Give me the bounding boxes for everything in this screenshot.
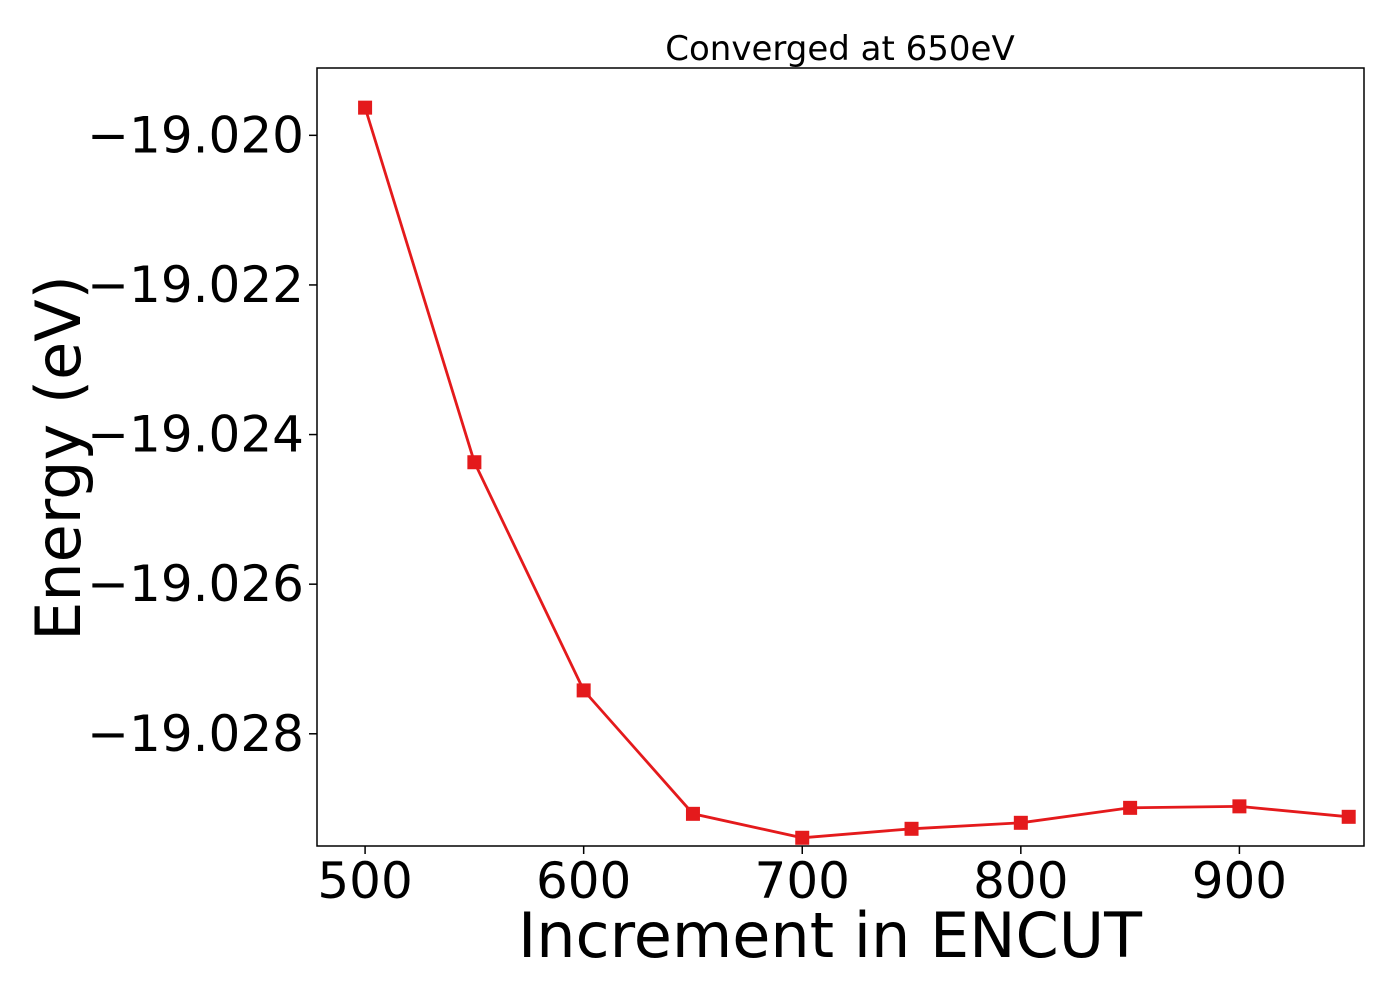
y-tick-label: −19.022 [87,256,304,314]
data-point-marker [685,806,700,821]
data-point-marker [1123,800,1138,815]
y-tick-label: −19.028 [87,705,304,763]
x-tick-label: 800 [973,852,1068,910]
x-tick-label: 700 [755,852,850,910]
data-point-marker [1232,799,1247,814]
series-line [363,107,1349,840]
data-point-marker [467,455,482,470]
data-point-marker [795,830,810,845]
data-point-marker [1341,809,1356,824]
data-point-marker [576,683,591,698]
y-axis-label: Energy (eV) [22,275,95,641]
x-tick-label: 900 [1192,852,1287,910]
x-tick-label: 500 [317,852,412,910]
data-point-marker [358,100,373,115]
y-tick-label: −19.026 [87,555,304,613]
series-layer [358,100,1356,845]
x-axis-label: Increment in ENCUT [518,899,1143,972]
y-tick-label: −19.024 [87,406,304,464]
data-point-marker [904,821,919,836]
chart-title: Converged at 650eV [665,29,1014,69]
x-axis: 500 600 700 800 900 [317,846,1287,910]
data-point-marker [1013,815,1028,830]
x-tick-label: 600 [536,852,631,910]
y-axis: −19.020 −19.022 −19.024 −19.026 −19.028 [87,106,317,763]
y-tick-label: −19.020 [87,106,304,164]
plot-area-frame [316,67,1365,847]
